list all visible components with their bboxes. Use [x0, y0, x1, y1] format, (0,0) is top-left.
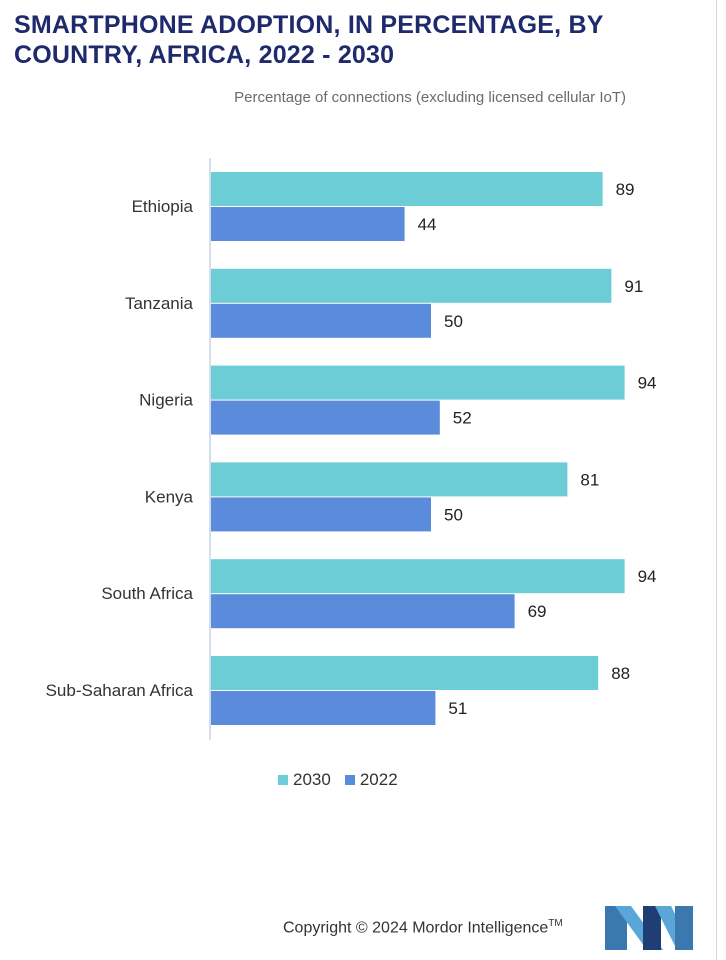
bar-2022 [211, 691, 436, 725]
data-label-2030: 88 [611, 664, 630, 683]
bar-2030 [211, 268, 612, 303]
data-label-2022: 50 [444, 312, 463, 331]
bar-2030 [211, 462, 568, 497]
category-label: Ethiopia [132, 197, 194, 216]
legend-label-2022: 2022 [359, 770, 398, 789]
bar-2022 [211, 400, 440, 435]
data-label-2022: 50 [444, 505, 463, 524]
data-label-2022: 51 [448, 699, 467, 718]
copyright-text: Copyright © 2024 Mordor Intelligence [283, 919, 549, 937]
legend-label-2030: 2030 [293, 770, 331, 789]
data-label-2022: 52 [453, 409, 472, 428]
logo-shape-right [675, 906, 693, 950]
category-label: Tanzania [125, 294, 194, 313]
logo-shape-left [605, 906, 627, 950]
data-label-2030: 94 [638, 374, 657, 393]
category-label: Kenya [145, 487, 194, 506]
bar-chart: Ethiopia 89 44 Tanzania 91 50 Nigeria 94 52 Kenya… [46, 158, 657, 740]
bar-2022 [211, 303, 431, 338]
data-label-2030: 89 [616, 180, 635, 199]
bar-2022 [211, 207, 405, 241]
mordor-intelligence-logo-icon [605, 906, 693, 950]
bar-2030 [211, 559, 625, 594]
legend-item-2022: 2022 [344, 770, 398, 790]
legend-item-2030: 2030 [278, 770, 331, 790]
logo-shape-middle [643, 906, 661, 950]
chart-subtitle: Percentage of connections (excluding lic… [234, 89, 626, 106]
bar-2030 [211, 365, 625, 400]
trademark-mark: TM [548, 918, 563, 929]
bar-2030 [211, 656, 599, 690]
data-label-2022: 69 [528, 602, 547, 621]
bar-2022 [211, 594, 515, 629]
data-label-2030: 81 [580, 470, 599, 489]
data-label-2030: 94 [638, 567, 657, 586]
chart-title: SMARTPHONE ADOPTION, IN PERCENTAGE, BY C… [14, 11, 604, 69]
copyright-footer: Copyright © 2024 Mordor IntelligenceTM [283, 918, 563, 937]
legend-swatch-2022 [344, 775, 355, 785]
legend-swatch-2030 [278, 775, 288, 785]
bar-2030 [211, 172, 603, 206]
category-label: Nigeria [139, 391, 193, 410]
bar-2022 [211, 497, 431, 532]
chart-legend: 2030 2022 [278, 770, 412, 790]
category-label: South Africa [101, 584, 193, 603]
data-label-2030: 91 [624, 277, 643, 296]
data-label-2022: 44 [418, 215, 437, 234]
category-label: Sub-Saharan Africa [46, 681, 194, 700]
